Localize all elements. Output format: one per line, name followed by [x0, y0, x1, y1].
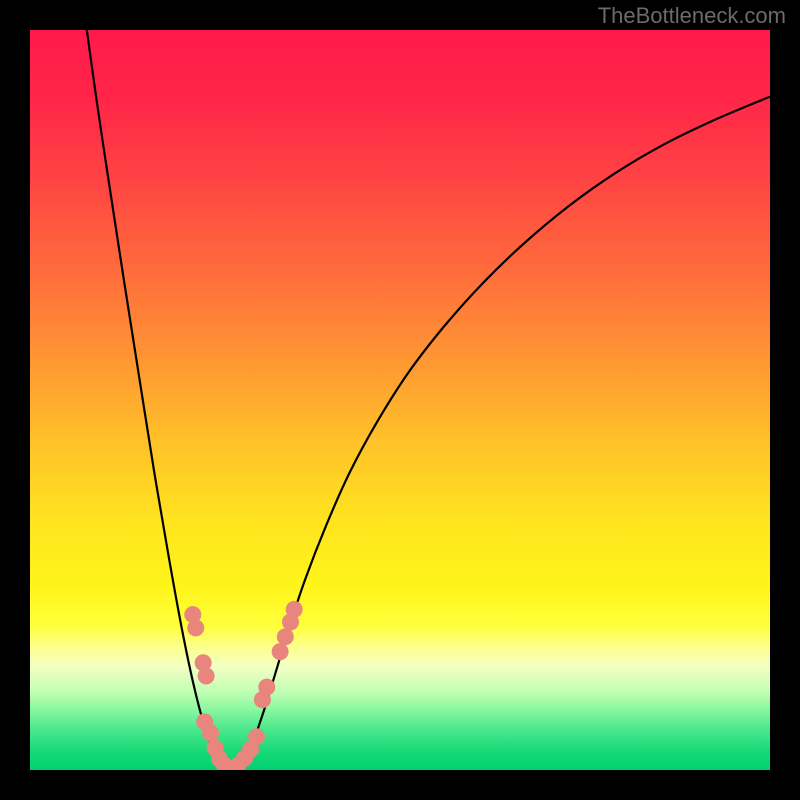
curve-marker — [272, 643, 289, 660]
curve-marker — [248, 728, 265, 745]
curve-marker — [202, 725, 219, 742]
curve-marker — [258, 679, 275, 696]
curve-marker — [277, 628, 294, 645]
curve-marker — [198, 668, 215, 685]
bottleneck-curve-chart — [0, 0, 800, 800]
curve-marker — [187, 619, 204, 636]
chart-canvas: TheBottleneck.com — [0, 0, 800, 800]
curve-marker — [286, 601, 303, 618]
plot-background — [30, 30, 770, 770]
watermark-text: TheBottleneck.com — [598, 3, 786, 29]
